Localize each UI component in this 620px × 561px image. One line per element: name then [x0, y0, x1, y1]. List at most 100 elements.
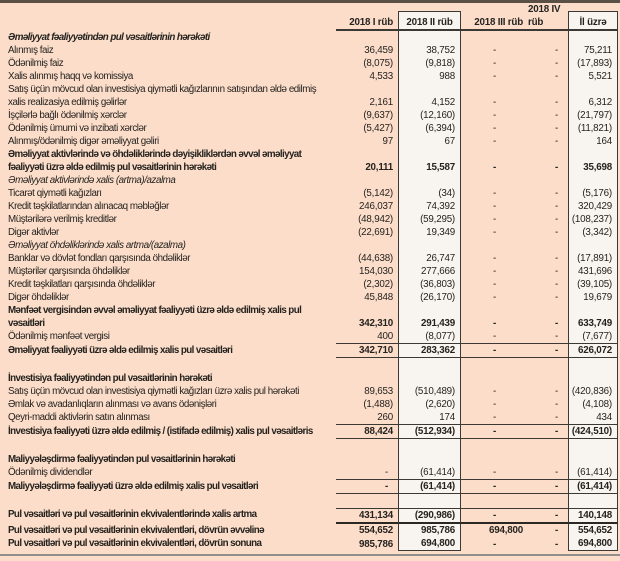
row-label: İşçilərlə bağlı ödənilmiş xərclər — [8, 110, 127, 121]
cell-2018-q4: - — [554, 71, 558, 82]
cell-2018-q4 — [528, 453, 568, 466]
cell-2018-q1: 342,710 — [336, 344, 398, 358]
cell-2018-q1 — [336, 439, 398, 453]
row-label: Əməliyyat fəaliyyəti üzrə əldə edilmiş x… — [8, 345, 233, 356]
cell-2018-q3: - — [492, 292, 497, 303]
cell-2018-q1 — [336, 494, 398, 508]
cell-2018-q2: 4,152 — [398, 83, 461, 109]
cell-2018-q1: 154,030 — [358, 266, 393, 277]
cell-2018-q1 — [336, 453, 398, 466]
cell-2018-q1: 4,533 — [369, 71, 393, 82]
cell-year-total: 554,652 — [568, 524, 618, 537]
cell-year-total: 140,148 — [568, 508, 618, 524]
cell-2018-q3: - — [461, 344, 528, 358]
cell-2018-q2: 283,362 — [398, 344, 461, 358]
table-row: Satış üçün mövcud olan investisiya qiymə… — [0, 83, 620, 109]
cell-2018-q4: - — [554, 58, 558, 69]
cell-2018-q4: - — [554, 97, 558, 108]
cell-2018-q3: - — [492, 279, 497, 290]
cell-2018-q2: 988 — [398, 70, 461, 83]
cell-year-total — [568, 31, 618, 44]
cell-2018-q1: 260 — [336, 411, 398, 425]
cell-year-total: 694,800 — [568, 537, 618, 551]
cell-2018-q2: (26,170) — [398, 291, 461, 304]
cell-2018-q3: - — [492, 539, 497, 550]
cell-2018-q1: (2,302) — [363, 279, 393, 290]
cell-2018-q1: 88,424 — [336, 425, 398, 439]
table-row: Əməliyyat fəaliyyəti üzrə əldə edilmiş x… — [0, 344, 620, 358]
cell-2018-q3: - — [492, 214, 497, 225]
cell-2018-q2: 291,439 — [398, 304, 461, 330]
cell-year-total — [568, 439, 618, 453]
row-label: Satış üçün mövcud olan investisiya qiymə… — [8, 84, 317, 108]
table-row: Ödənilmiş faiz (8,075) (9,818) - - (17,893) — [0, 57, 620, 70]
cell-2018-q2: (61,414) — [398, 466, 461, 480]
cell-2018-q1: 431,134 — [336, 508, 398, 524]
table-row: Ödənilmiş mənfəət vergisi 400 (8,077) - - (7,… — [0, 330, 620, 344]
table-row: Mənfəət vergisindən əvvəl əməliyyat fəal… — [0, 304, 620, 330]
cell-2018-q4: - — [554, 45, 558, 56]
row-label: Pul vəsaitləri və pul vəsaitlərinin ekvi… — [8, 538, 262, 549]
cell-2018-q4: - — [554, 266, 558, 277]
table-row: Pul vəsaitləri və pul vəsaitlərinin ekvi… — [0, 524, 620, 537]
cell-2018-q4 — [528, 239, 568, 252]
cell-2018-q3: - — [461, 330, 528, 344]
cell-2018-q2 — [398, 358, 461, 372]
cell-2018-q4 — [528, 494, 568, 508]
table-header-row: 2018 I rüb 2018 II rüb 2018 III rüb 2018… — [0, 4, 620, 31]
table-row: Əmlak və avadanlıqların alınması və avan… — [0, 398, 620, 411]
cell-2018-q2: 174 — [398, 411, 461, 425]
table-row: İşçilərlə bağlı ödənilmiş xərclər (9,637)… — [0, 109, 620, 122]
table-row: Digər öhdəliklər 45,848 (26,170) - -19,679 — [0, 291, 620, 304]
cell-2018-q1: 20,111 — [365, 162, 393, 173]
row-label: Ödənilmiş ümumi və inzibati xərclər — [8, 123, 147, 134]
row-label: Müştərilər qarşısında öhdəliklər — [8, 266, 130, 277]
cell-2018-q3: - — [461, 480, 528, 494]
header-2018-q1: 2018 I rüb — [336, 11, 398, 31]
cell-2018-q1: 342,310 — [358, 318, 393, 329]
cell-2018-q1 — [336, 239, 398, 252]
table-row: Maliyyələşdirmə fəaliyyətindən pul vəsai… — [0, 453, 620, 466]
cell-2018-q3 — [461, 358, 528, 372]
row-label: Mənfəət vergisindən əvvəl əməliyyat fəal… — [8, 305, 302, 329]
spacer-row — [0, 494, 620, 508]
cell-2018-q1 — [336, 358, 398, 372]
cell-2018-q1: - — [336, 466, 398, 480]
cell-2018-q3: - — [492, 136, 497, 147]
cell-2018-q2: (9,818) — [398, 57, 461, 70]
cell-year-total: (3,342) — [568, 226, 618, 239]
cell-2018-q3: - — [492, 253, 497, 264]
cell-2018-q3: - — [492, 58, 497, 69]
row-label: Alınmış faiz — [8, 45, 54, 56]
cell-2018-q4 — [528, 31, 568, 44]
cash-flow-table: 2018 I rüb 2018 II rüb 2018 III rüb 2018… — [0, 4, 620, 551]
cell-year-total — [568, 174, 618, 187]
top-border-line — [0, 0, 620, 3]
cell-year-total: (4,108) — [568, 398, 618, 411]
cell-2018-q4: - — [554, 292, 558, 303]
cell-year-total — [568, 453, 618, 466]
row-label: Digər öhdəliklər — [8, 292, 69, 303]
table-body: Əməliyyat fəaliyyətindən pul vəsaitlərin… — [0, 31, 620, 551]
row-label: Pul vəsaitləri və pul vəsaitlərinin ekvi… — [8, 525, 265, 536]
cell-2018-q2 — [398, 494, 461, 508]
cell-year-total — [568, 358, 618, 372]
cell-2018-q3: - — [492, 162, 497, 173]
cell-2018-q2: 985,786 — [398, 524, 461, 537]
cell-2018-q3: - — [492, 201, 497, 212]
cell-2018-q2 — [398, 31, 461, 44]
cell-2018-q2: 19,349 — [398, 226, 461, 239]
cell-year-total: 75,211 — [568, 44, 618, 57]
cell-2018-q4 — [528, 439, 568, 453]
cell-year-total: (11,821) — [568, 122, 618, 135]
cell-2018-q2: (2,620) — [398, 398, 461, 411]
row-label: Əməliyyat fəaliyyətindən pul vəsaitlərin… — [8, 32, 210, 43]
cell-year-total: 164 — [568, 135, 618, 148]
cell-2018-q3 — [461, 31, 528, 44]
cell-2018-q1: 45,848 — [364, 292, 393, 303]
cell-year-total: (21,797) — [568, 109, 618, 122]
cell-2018-q3: - — [492, 227, 497, 238]
cell-2018-q3: - — [492, 45, 497, 56]
table-row: Əməliyyat aktivlərində və öhdəliklərində… — [0, 148, 620, 174]
row-label: Müştərilərə verilmiş kreditlər — [8, 214, 117, 225]
